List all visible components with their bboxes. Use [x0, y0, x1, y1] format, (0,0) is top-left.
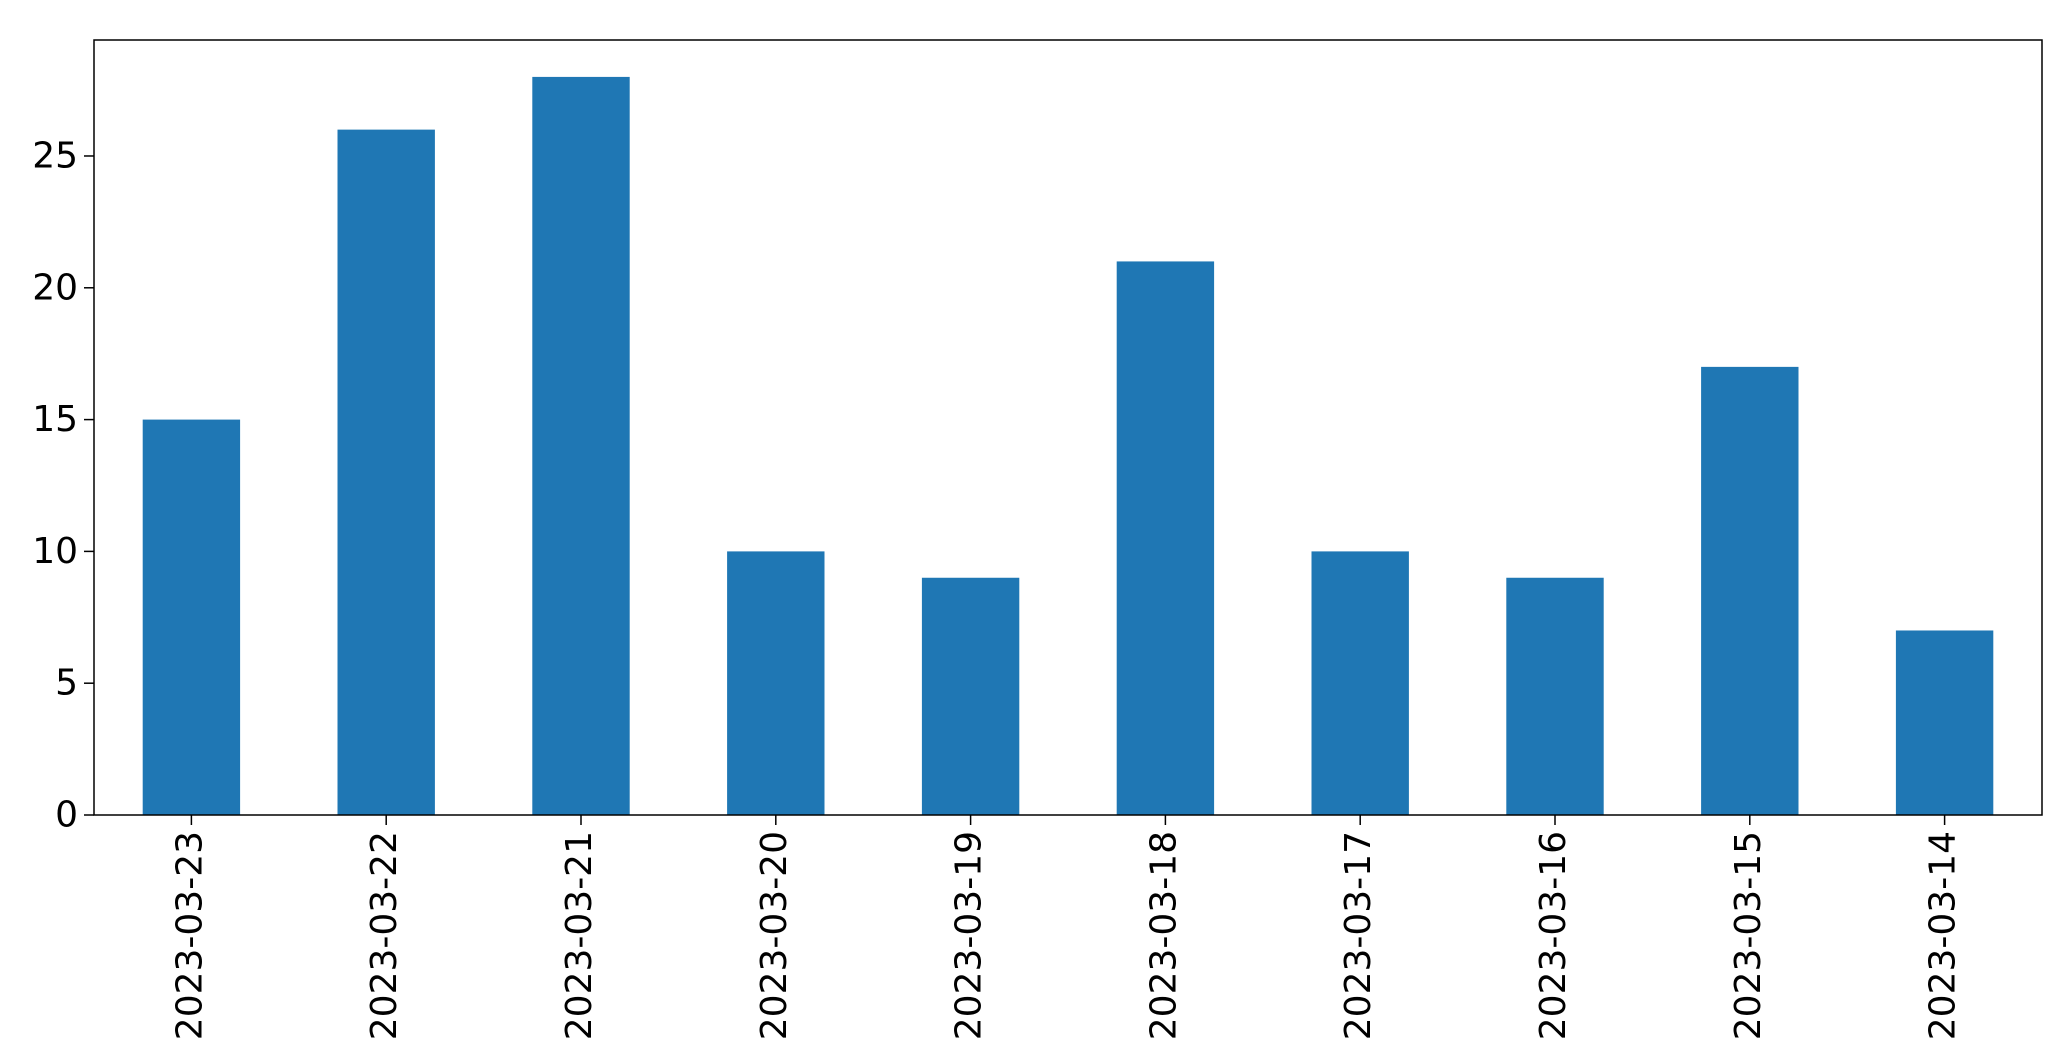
x-tick-label: 2023-03-21 [559, 831, 600, 1040]
x-tick-label: 2023-03-20 [754, 831, 795, 1040]
x-tick-label: 2023-03-22 [364, 831, 405, 1040]
x-tick-label: 2023-03-15 [1728, 831, 1769, 1040]
x-tick-label: 2023-03-18 [1143, 831, 1184, 1040]
x-tick-label: 2023-03-14 [1923, 831, 1964, 1040]
bar-2023-03-15 [1701, 366, 1799, 815]
y-tick-label: 10 [32, 531, 78, 572]
bar-2023-03-17 [1311, 551, 1409, 815]
x-tick-label: 2023-03-16 [1533, 831, 1574, 1040]
x-axis: 2023-03-23 2023-03-22 2023-03-21 2023-03-20… [169, 815, 1964, 1040]
bar-2023-03-23 [142, 419, 241, 815]
bar-2023-03-20 [727, 551, 825, 815]
x-tick-label: 2023-03-17 [1338, 831, 1379, 1040]
y-tick-label: 5 [55, 663, 78, 704]
bar-2023-03-19 [921, 577, 1020, 815]
y-axis: 0 5 10 15 20 25 [32, 135, 94, 836]
y-tick-label: 25 [32, 135, 78, 176]
plot-frame [93, 39, 2043, 816]
bar-2023-03-22 [337, 129, 435, 815]
y-tick-label: 20 [32, 267, 78, 308]
y-tick-label: 15 [32, 399, 78, 440]
bars-group [142, 76, 1994, 815]
bar-2023-03-18 [1116, 261, 1215, 815]
bar-2023-03-16 [1506, 577, 1604, 815]
y-tick-label: 0 [55, 795, 78, 836]
bar-2023-03-14 [1895, 630, 1994, 815]
bar-2023-03-21 [532, 76, 630, 815]
x-tick-label: 2023-03-19 [949, 831, 990, 1040]
x-tick-label: 2023-03-23 [169, 831, 210, 1040]
